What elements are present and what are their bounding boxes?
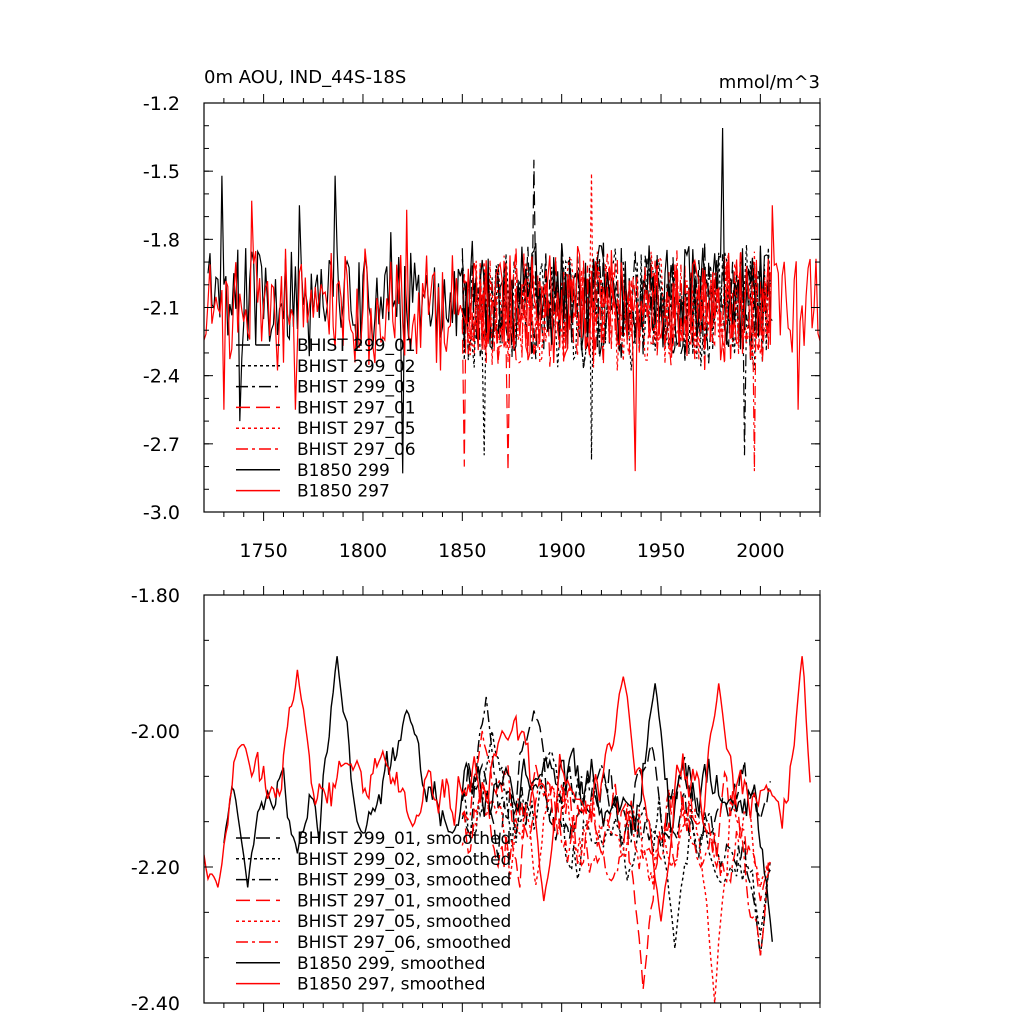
- y-tick-label: -1.2: [143, 93, 180, 115]
- x-tick-label: 1950: [637, 540, 685, 562]
- x-tick-label: 1800: [339, 540, 387, 562]
- legend-label: BHIST 297_06: [297, 440, 416, 460]
- y-tick-label: -2.40: [131, 993, 180, 1015]
- legend-label: B1850 299, smoothed: [297, 954, 486, 974]
- y-tick-label: -2.4: [143, 366, 180, 388]
- y-tick-label: -1.80: [131, 585, 180, 607]
- x-tick-label: 1900: [537, 540, 585, 562]
- y-tick-label: -1.5: [143, 161, 180, 183]
- legend-label: BHIST 299_01, smoothed: [297, 829, 511, 849]
- y-tick-label: -2.7: [143, 434, 180, 456]
- top-panel: 0m AOU, IND_44S-18S mmol/m^3 BHIST 299_0…: [143, 67, 821, 562]
- legend-label: B1850 297, smoothed: [297, 975, 486, 995]
- series-line: [461, 764, 771, 990]
- x-tick-label: 1850: [438, 540, 486, 562]
- legend-label: BHIST 297_01: [297, 398, 416, 418]
- y-tick-label: -2.1: [143, 298, 180, 320]
- x-tick-label: 1750: [239, 540, 287, 562]
- series-line: [461, 783, 771, 1003]
- y-tick-label: -2.20: [131, 857, 180, 879]
- x-tick-label: 2000: [736, 540, 784, 562]
- legend-label: BHIST 299_02, smoothed: [297, 850, 511, 870]
- series-line: [461, 696, 771, 956]
- series-line: [204, 656, 811, 922]
- plot-frame: [203, 594, 821, 1004]
- bottom-axes: -2.40 -2.20 -2.00 -1.80: [131, 585, 821, 1015]
- legend-label: BHIST 297_01, smoothed: [297, 891, 511, 911]
- chart-title: 0m AOU, IND_44S-18S: [204, 67, 406, 88]
- top-series-group: [204, 127, 820, 474]
- y-tick-label: -1.8: [143, 229, 180, 251]
- series-line: [204, 200, 820, 472]
- legend-label: BHIST 299_03, smoothed: [297, 871, 511, 891]
- y-tick-label: -3.0: [143, 502, 180, 524]
- legend-label: BHIST 299_03: [297, 378, 416, 398]
- legend-label: BHIST 297_05: [297, 419, 416, 439]
- legend-label: BHIST 299_01: [297, 336, 416, 356]
- legend-label: BHIST 297_06, smoothed: [297, 933, 511, 953]
- legend-label: BHIST 297_05, smoothed: [297, 912, 511, 932]
- legend-label: BHIST 299_02: [297, 357, 416, 377]
- top-axes: -3.0 -2.7 -2.4 -2.1 -1.8 -1.5 -1.2 1750 1800 1850…: [143, 93, 821, 562]
- bottom-series-group: [204, 656, 811, 1003]
- legend-label: B1850 299: [297, 461, 390, 481]
- y-tick-label: -2.00: [131, 721, 180, 743]
- legend-label: B1850 297: [297, 482, 390, 502]
- units-label: mmol/m^3: [719, 72, 820, 93]
